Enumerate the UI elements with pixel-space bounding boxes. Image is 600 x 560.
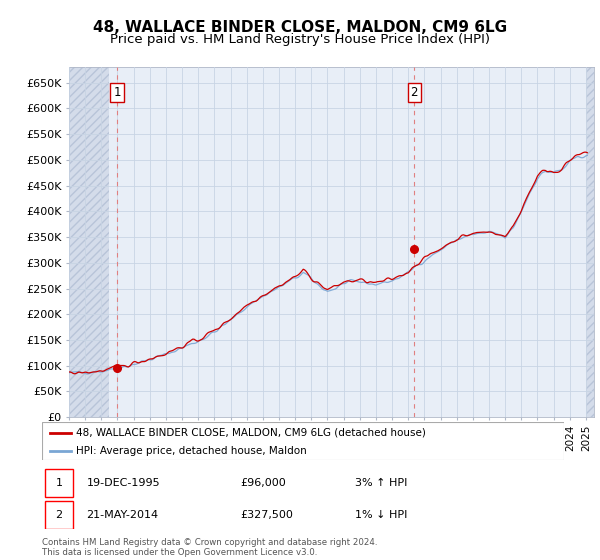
Text: 1: 1 [55,478,62,488]
Text: Price paid vs. HM Land Registry's House Price Index (HPI): Price paid vs. HM Land Registry's House … [110,33,490,46]
Bar [44,501,73,529]
Text: HPI: Average price, detached house, Maldon: HPI: Average price, detached house, Mald… [76,446,307,456]
Text: 21-MAY-2014: 21-MAY-2014 [86,510,158,520]
Text: 48, WALLACE BINDER CLOSE, MALDON, CM9 6LG: 48, WALLACE BINDER CLOSE, MALDON, CM9 6L… [93,20,507,35]
Bar [44,469,73,497]
Text: 2: 2 [55,510,62,520]
Text: 1% ↓ HPI: 1% ↓ HPI [355,510,407,520]
Text: 1: 1 [113,86,121,100]
Text: 2: 2 [410,86,418,100]
Text: 48, WALLACE BINDER CLOSE, MALDON, CM9 6LG (detached house): 48, WALLACE BINDER CLOSE, MALDON, CM9 6L… [76,428,426,438]
Text: 19-DEC-1995: 19-DEC-1995 [86,478,160,488]
Text: £96,000: £96,000 [241,478,286,488]
Text: 3% ↑ HPI: 3% ↑ HPI [355,478,407,488]
Text: Contains HM Land Registry data © Crown copyright and database right 2024.
This d: Contains HM Land Registry data © Crown c… [42,538,377,557]
Text: £327,500: £327,500 [241,510,293,520]
